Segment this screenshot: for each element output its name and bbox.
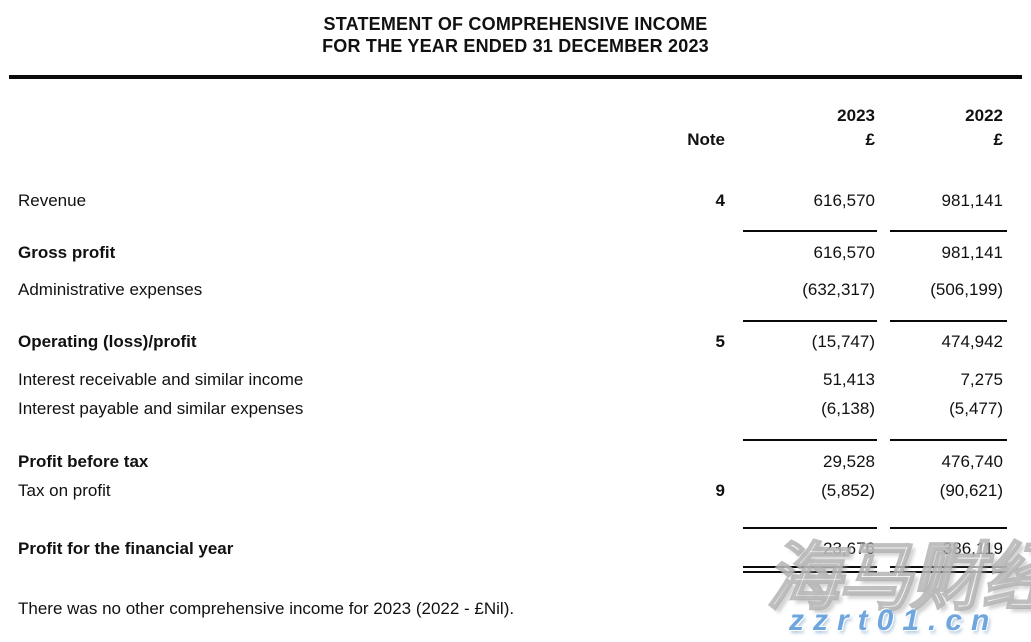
currency-symbol-2022: £ bbox=[993, 130, 1003, 149]
row-value-2022: 7,275 bbox=[960, 370, 1003, 389]
row-label: Administrative expenses bbox=[18, 280, 203, 299]
header-rule bbox=[9, 75, 1022, 79]
table-header-units: Note £ £ bbox=[18, 128, 1005, 152]
row-label: Operating (loss)/profit bbox=[18, 332, 197, 351]
row-value-2022: (90,621) bbox=[939, 481, 1003, 500]
row-value-2023: (15,747) bbox=[811, 332, 875, 351]
table-header-years: 2023 2022 bbox=[18, 104, 1005, 128]
row-value-2023: 616,570 bbox=[813, 191, 875, 210]
column-header-2023: 2023 bbox=[837, 106, 875, 125]
row-value-2022: 476,740 bbox=[941, 452, 1003, 471]
row-value-2022: (5,477) bbox=[949, 399, 1003, 418]
column-header-note: Note bbox=[687, 130, 725, 149]
table-row-operating-loss-profit: Operating (loss)/profit 5 (15,747) 474,9… bbox=[18, 328, 1005, 356]
subtotal-rule bbox=[18, 230, 1007, 233]
row-note: 9 bbox=[715, 481, 725, 500]
row-value-2023: 23,676 bbox=[823, 539, 875, 558]
table-row-administrative-expenses: Administrative expenses (632,317) (506,1… bbox=[18, 276, 1005, 304]
row-label: Interest payable and similar expenses bbox=[18, 399, 304, 418]
column-header-2022: 2022 bbox=[965, 106, 1003, 125]
row-value-2022: (506,199) bbox=[930, 280, 1003, 299]
currency-symbol-2023: £ bbox=[865, 130, 875, 149]
document-title: STATEMENT OF COMPREHENSIVE INCOME FOR TH… bbox=[0, 13, 1031, 57]
row-note: 5 bbox=[715, 332, 725, 351]
grand-total-double-rule bbox=[18, 566, 1007, 573]
row-value-2022: 981,141 bbox=[941, 191, 1003, 210]
row-label: Interest receivable and similar income bbox=[18, 370, 304, 389]
row-value-2023: (6,138) bbox=[821, 399, 875, 418]
subtotal-rule bbox=[18, 527, 1007, 530]
table-row-interest-payable: Interest payable and similar expenses (6… bbox=[18, 395, 1005, 423]
table-row-profit-for-financial-year: Profit for the financial year 23,676 386… bbox=[18, 535, 1005, 563]
row-value-2023: (632,317) bbox=[802, 280, 875, 299]
row-value-2023: (5,852) bbox=[821, 481, 875, 500]
table-row-tax-on-profit: Tax on profit 9 (5,852) (90,621) bbox=[18, 477, 1005, 505]
row-label: Profit before tax bbox=[18, 452, 149, 471]
row-label: Revenue bbox=[18, 191, 87, 210]
row-value-2023: 29,528 bbox=[823, 452, 875, 471]
subtotal-rule bbox=[18, 320, 1007, 323]
row-value-2022: 474,942 bbox=[941, 332, 1003, 351]
row-value-2023: 616,570 bbox=[813, 243, 875, 262]
row-value-2023: 51,413 bbox=[823, 370, 875, 389]
table-row-revenue: Revenue 4 616,570 981,141 bbox=[18, 187, 1005, 215]
row-label: Profit for the financial year bbox=[18, 539, 234, 558]
title-line-1: STATEMENT OF COMPREHENSIVE INCOME bbox=[323, 14, 708, 34]
row-value-2022: 981,141 bbox=[941, 243, 1003, 262]
comprehensive-income-footnote: There was no other comprehensive income … bbox=[18, 599, 515, 618]
title-line-2: FOR THE YEAR ENDED 31 DECEMBER 2023 bbox=[322, 36, 709, 56]
table-row-interest-receivable: Interest receivable and similar income 5… bbox=[18, 366, 1005, 394]
subtotal-rule bbox=[18, 439, 1007, 442]
table-row-profit-before-tax: Profit before tax 29,528 476,740 bbox=[18, 448, 1005, 476]
table-row-gross-profit: Gross profit 616,570 981,141 bbox=[18, 239, 1005, 267]
row-note: 4 bbox=[715, 191, 725, 210]
row-label: Gross profit bbox=[18, 243, 116, 262]
row-value-2022: 386,119 bbox=[942, 539, 1003, 558]
website-watermark: zzrt01.cn bbox=[789, 604, 999, 637]
row-label: Tax on profit bbox=[18, 481, 111, 500]
